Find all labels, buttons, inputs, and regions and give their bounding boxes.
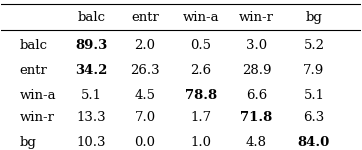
Text: 5.1: 5.1 <box>81 89 102 102</box>
Text: 2.0: 2.0 <box>135 39 156 52</box>
Text: 6.6: 6.6 <box>246 89 267 102</box>
Text: 4.8: 4.8 <box>246 136 267 149</box>
Text: 84.0: 84.0 <box>298 136 330 149</box>
Text: entr: entr <box>131 12 159 24</box>
Text: bg: bg <box>19 136 36 149</box>
Text: 0.0: 0.0 <box>135 136 156 149</box>
Text: 71.8: 71.8 <box>240 111 273 124</box>
Text: 1.0: 1.0 <box>190 136 211 149</box>
Text: 26.3: 26.3 <box>130 64 160 77</box>
Text: bg: bg <box>306 12 322 24</box>
Text: entr: entr <box>19 64 47 77</box>
Text: 0.5: 0.5 <box>190 39 211 52</box>
Text: win-a: win-a <box>182 12 219 24</box>
Text: 78.8: 78.8 <box>185 89 217 102</box>
Text: 2.6: 2.6 <box>190 64 211 77</box>
Text: win-r: win-r <box>239 12 274 24</box>
Text: balc: balc <box>77 12 105 24</box>
Text: 5.1: 5.1 <box>303 89 324 102</box>
Text: 7.0: 7.0 <box>135 111 156 124</box>
Text: 28.9: 28.9 <box>242 64 271 77</box>
Text: win-a: win-a <box>19 89 56 102</box>
Text: 13.3: 13.3 <box>76 111 106 124</box>
Text: 34.2: 34.2 <box>75 64 108 77</box>
Text: win-r: win-r <box>19 111 54 124</box>
Text: 4.5: 4.5 <box>135 89 156 102</box>
Text: 7.9: 7.9 <box>303 64 325 77</box>
Text: 3.0: 3.0 <box>246 39 267 52</box>
Text: 10.3: 10.3 <box>76 136 106 149</box>
Text: 89.3: 89.3 <box>75 39 107 52</box>
Text: 6.3: 6.3 <box>303 111 325 124</box>
Text: balc: balc <box>19 39 47 52</box>
Text: 5.2: 5.2 <box>303 39 324 52</box>
Text: 1.7: 1.7 <box>190 111 211 124</box>
